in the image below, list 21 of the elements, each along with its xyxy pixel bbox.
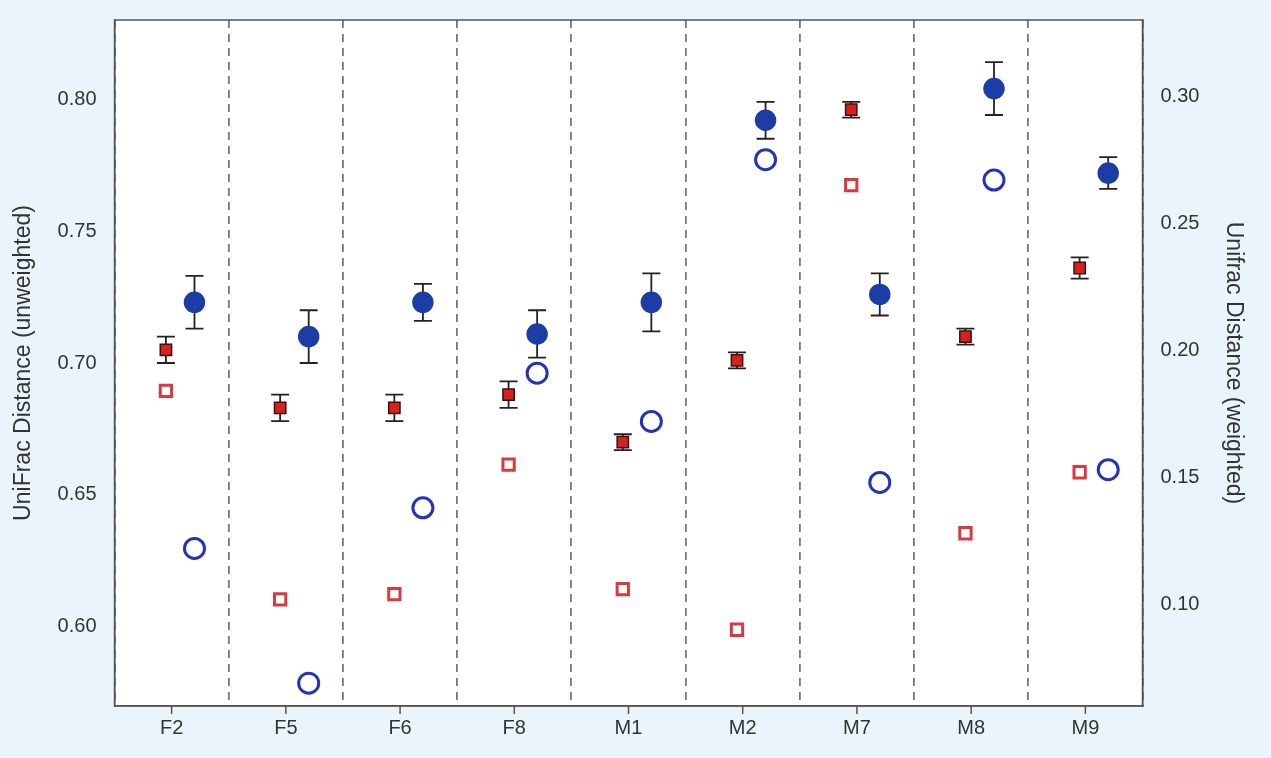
y2-tick-label: 0.30 (1160, 83, 1200, 106)
x-tick-label: F6 (388, 715, 412, 738)
y2-tick-label: 0.15 (1160, 464, 1200, 487)
x-tick-label: M9 (1071, 715, 1100, 738)
x-tick-label: M8 (957, 715, 986, 738)
x-tick-label: F8 (502, 715, 526, 738)
y2-tick-label: 0.20 (1160, 337, 1200, 360)
x-tick-label: F2 (159, 715, 184, 738)
x-tick-label: F5 (274, 715, 298, 738)
y-tick-label: 0.70 (57, 350, 97, 373)
y-tick-label: 0.60 (57, 614, 97, 637)
x-tick-label: M2 (728, 715, 757, 738)
y-tick-label: 0.75 (57, 218, 97, 241)
y-tick-label: 0.65 (57, 482, 97, 505)
y2-tick-label: 0.10 (1160, 591, 1200, 614)
y-tick-label: 0.80 (57, 86, 97, 109)
y2-tick-label: 0.25 (1160, 210, 1200, 233)
x-tick-label: M7 (843, 715, 871, 738)
x-tick-label: M1 (614, 715, 643, 738)
y2-axis-title: Unifrac Distance (weighted) (1221, 221, 1248, 505)
y-axis-title: UniFrac Distance (unweighted) (9, 205, 36, 521)
